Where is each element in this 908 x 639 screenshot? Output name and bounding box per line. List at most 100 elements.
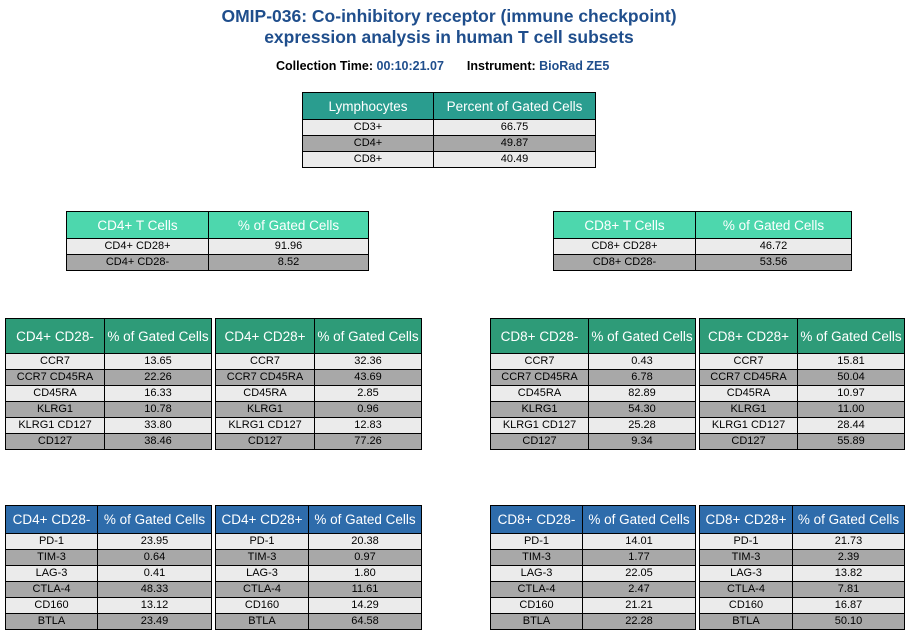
cd4-t-header-label: CD4+ T Cells bbox=[66, 211, 209, 239]
row-label: CD127 bbox=[5, 433, 105, 450]
row-label: KLRG1 CD127 bbox=[490, 417, 589, 434]
row-value: 77.26 bbox=[314, 433, 422, 450]
table-row: KLRG1 CD127 12.83 bbox=[215, 417, 422, 434]
row-value: 13.82 bbox=[792, 565, 905, 582]
table-row: KLRG1 0.96 bbox=[215, 401, 422, 418]
table-row: CCR7 15.81 bbox=[699, 353, 905, 370]
instrument-label: Instrument: bbox=[466, 59, 536, 73]
row-value: 23.49 bbox=[97, 613, 212, 630]
row-label: CCR7 bbox=[5, 353, 105, 370]
row-value: 0.97 bbox=[308, 549, 422, 566]
cd8-t-header-label: CD8+ T Cells bbox=[553, 211, 696, 239]
row-value: 54.30 bbox=[588, 401, 696, 418]
row-value: 6.78 bbox=[588, 369, 696, 386]
row-value: 22.26 bbox=[104, 369, 212, 386]
row-label: PD-1 bbox=[5, 533, 98, 550]
checkpoint-cd8-cd28neg-header-label: CD8+ CD28- bbox=[490, 505, 583, 534]
table-row: CD45RA 2.85 bbox=[215, 385, 422, 402]
row-label: KLRG1 bbox=[490, 401, 589, 418]
row-label: PD-1 bbox=[215, 533, 309, 550]
row-label: CCR7 bbox=[490, 353, 589, 370]
row-label: CD45RA bbox=[490, 385, 589, 402]
row-value: 13.65 bbox=[104, 353, 212, 370]
row-label: CCR7 bbox=[699, 353, 798, 370]
row-value: 9.34 bbox=[588, 433, 696, 450]
table-row: CD45RA 10.97 bbox=[699, 385, 905, 402]
table-row: CD127 9.34 bbox=[490, 433, 696, 450]
table-row: BTLA 50.10 bbox=[699, 613, 905, 630]
row-value: 20.38 bbox=[308, 533, 422, 550]
row-label: TIM-3 bbox=[699, 549, 793, 566]
table-row: KLRG1 CD127 28.44 bbox=[699, 417, 905, 434]
table-row: LAG-3 13.82 bbox=[699, 565, 905, 582]
row-value: 32.36 bbox=[314, 353, 422, 370]
lymphocytes-row-value: 66.75 bbox=[433, 119, 596, 136]
row-value: 25.28 bbox=[588, 417, 696, 434]
memory-cd4-cd28pos-header-value: % of Gated Cells bbox=[314, 318, 422, 354]
row-label: CD45RA bbox=[215, 385, 315, 402]
row-value: 11.61 bbox=[308, 581, 422, 598]
memory-cd4-cd28pos-table: CD4+ CD28+ % of Gated Cells CCR7 32.36 CC… bbox=[215, 318, 422, 450]
row-label: CD160 bbox=[5, 597, 98, 614]
checkpoint-cd8-cd28pos-header-label: CD8+ CD28+ bbox=[699, 505, 793, 534]
row-label: KLRG1 bbox=[699, 401, 798, 418]
row-value: 22.05 bbox=[582, 565, 696, 582]
checkpoint-cd4-cd28pos-header-value: % of Gated Cells bbox=[308, 505, 422, 534]
checkpoint-cd8-cd28neg-header-value: % of Gated Cells bbox=[582, 505, 696, 534]
row-value: 10.78 bbox=[104, 401, 212, 418]
checkpoint-cd4-cd28neg-table: CD4+ CD28- % of Gated Cells PD-1 23.95 TI… bbox=[5, 505, 212, 630]
row-value: 13.12 bbox=[97, 597, 212, 614]
cd8-t-row-value: 46.72 bbox=[695, 238, 852, 255]
row-value: 12.83 bbox=[314, 417, 422, 434]
table-row: KLRG1 54.30 bbox=[490, 401, 696, 418]
table-row: PD-1 21.73 bbox=[699, 533, 905, 550]
checkpoint-cd8-cd28pos-header-value: % of Gated Cells bbox=[792, 505, 905, 534]
table-row: CD160 21.21 bbox=[490, 597, 696, 614]
table-row: CCR7 32.36 bbox=[215, 353, 422, 370]
checkpoint-cd8-cd28pos-table: CD8+ CD28+ % of Gated Cells PD-1 21.73 TI… bbox=[699, 505, 905, 630]
row-label: LAG-3 bbox=[215, 565, 309, 582]
row-label: LAG-3 bbox=[699, 565, 793, 582]
table-row: PD-1 14.01 bbox=[490, 533, 696, 550]
table-row: LAG-3 22.05 bbox=[490, 565, 696, 582]
row-label: KLRG1 CD127 bbox=[5, 417, 105, 434]
table-row: CD4+ CD28- 8.52 bbox=[66, 254, 369, 271]
memory-cd4-cd28neg-table: CD4+ CD28- % of Gated Cells CCR7 13.65 CC… bbox=[5, 318, 212, 450]
table-row: CD4+ CD28+ 91.96 bbox=[66, 238, 369, 255]
lymphocytes-row-value: 49.87 bbox=[433, 135, 596, 152]
memory-cd8-cd28pos-table: CD8+ CD28+ % of Gated Cells CCR7 15.81 CC… bbox=[699, 318, 905, 450]
row-value: 14.29 bbox=[308, 597, 422, 614]
checkpoint-cd4-cd28pos-header-label: CD4+ CD28+ bbox=[215, 505, 309, 534]
row-label: CD160 bbox=[490, 597, 583, 614]
cd4-t-row-label: CD4+ CD28- bbox=[66, 254, 209, 271]
memory-cd8-cd28neg-table: CD8+ CD28- % of Gated Cells CCR7 0.43 CCR… bbox=[490, 318, 696, 450]
row-value: 21.21 bbox=[582, 597, 696, 614]
row-label: CTLA-4 bbox=[699, 581, 793, 598]
row-value: 82.89 bbox=[588, 385, 696, 402]
table-row: CCR7 CD45RA 22.26 bbox=[5, 369, 212, 386]
table-row: CTLA-4 2.47 bbox=[490, 581, 696, 598]
table-row: CD127 38.46 bbox=[5, 433, 212, 450]
memory-cd4-cd28neg-header-label: CD4+ CD28- bbox=[5, 318, 105, 354]
checkpoint-cd4-cd28pos-table: CD4+ CD28+ % of Gated Cells PD-1 20.38 TI… bbox=[215, 505, 422, 630]
row-value: 7.81 bbox=[792, 581, 905, 598]
lymphocytes-header-value: Percent of Gated Cells bbox=[433, 92, 596, 120]
row-value: 10.97 bbox=[797, 385, 905, 402]
lymphocytes-row-value: 40.49 bbox=[433, 151, 596, 168]
row-value: 11.00 bbox=[797, 401, 905, 418]
row-value: 21.73 bbox=[792, 533, 905, 550]
cd8-t-row-label: CD8+ CD28- bbox=[553, 254, 696, 271]
cd8-t-row-label: CD8+ CD28+ bbox=[553, 238, 696, 255]
table-row: CTLA-4 11.61 bbox=[215, 581, 422, 598]
row-value: 0.96 bbox=[314, 401, 422, 418]
table-row: TIM-3 2.39 bbox=[699, 549, 905, 566]
cd4-t-row-label: CD4+ CD28+ bbox=[66, 238, 209, 255]
report-title-line-1: OMIP-036: Co-inhibitory receptor (immune… bbox=[221, 6, 677, 26]
row-label: TIM-3 bbox=[5, 549, 98, 566]
table-row: KLRG1 CD127 25.28 bbox=[490, 417, 696, 434]
row-label: BTLA bbox=[5, 613, 98, 630]
row-label: KLRG1 CD127 bbox=[215, 417, 315, 434]
table-row: CD160 16.87 bbox=[699, 597, 905, 614]
row-label: CTLA-4 bbox=[5, 581, 98, 598]
row-value: 2.47 bbox=[582, 581, 696, 598]
